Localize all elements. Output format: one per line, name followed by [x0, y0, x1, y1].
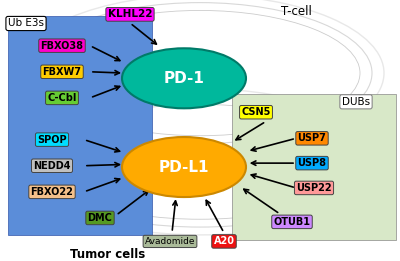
Text: FBXO22: FBXO22 — [30, 187, 74, 197]
Text: T-cell: T-cell — [280, 5, 312, 18]
FancyBboxPatch shape — [232, 94, 396, 240]
Text: CSN5: CSN5 — [241, 107, 271, 117]
FancyBboxPatch shape — [8, 16, 152, 235]
Text: DUBs: DUBs — [342, 97, 370, 107]
Text: A20: A20 — [214, 236, 234, 246]
Text: PD-L1: PD-L1 — [159, 159, 209, 175]
Text: USP22: USP22 — [296, 183, 332, 193]
Text: Ub E3s: Ub E3s — [8, 19, 44, 28]
Text: NEDD4: NEDD4 — [33, 161, 71, 171]
Text: USP8: USP8 — [298, 158, 326, 168]
Text: KLHL22: KLHL22 — [108, 9, 152, 19]
Text: FBXO38: FBXO38 — [40, 41, 84, 51]
Text: PD-1: PD-1 — [164, 71, 204, 86]
Text: DMC: DMC — [88, 213, 112, 223]
Text: Avadomide: Avadomide — [145, 237, 195, 246]
Text: C-Cbl: C-Cbl — [47, 93, 77, 103]
Text: Tumor cells: Tumor cells — [70, 248, 146, 261]
Ellipse shape — [122, 48, 246, 108]
Ellipse shape — [122, 137, 246, 197]
Text: USP7: USP7 — [298, 133, 326, 143]
Text: SPOP: SPOP — [37, 135, 67, 145]
Text: FBXW7: FBXW7 — [42, 67, 82, 77]
Text: OTUB1: OTUB1 — [274, 217, 310, 227]
